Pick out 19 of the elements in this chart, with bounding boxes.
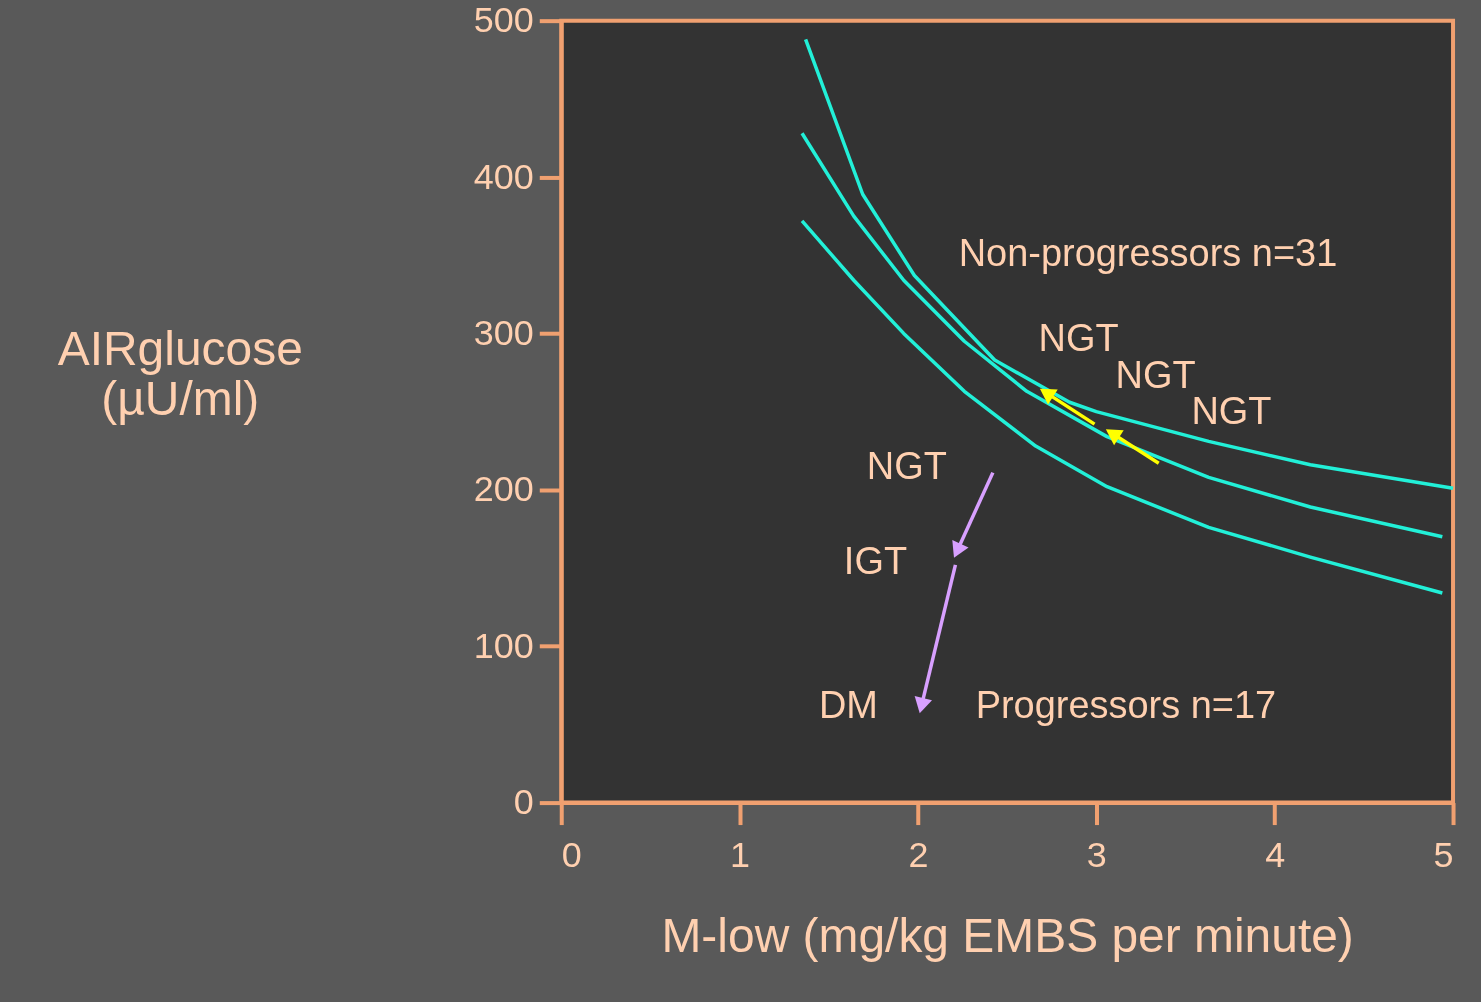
annotation: IGT [843, 539, 908, 582]
annotation: DM [818, 683, 878, 726]
y-tick-label: 500 [473, 0, 534, 41]
y-tick-label: 400 [473, 155, 534, 197]
y-tick-label: 100 [473, 624, 534, 666]
x-axis-title: M-low (mg/kg EMBS per minute) [661, 908, 1354, 962]
annotation: Non-progressors n=31 [958, 232, 1338, 275]
annotation: NGT [866, 445, 947, 488]
y-tick-label: 300 [473, 311, 534, 353]
x-tick-label: 1 [730, 834, 751, 876]
x-tick-label: 2 [908, 834, 929, 876]
y-tick-label: 0 [513, 781, 534, 823]
y-tick-label: 200 [473, 468, 534, 510]
x-tick-label: 3 [1086, 834, 1107, 876]
x-tick-label: 5 [1433, 834, 1454, 876]
x-tick-label: 4 [1265, 834, 1286, 876]
y-axis-title: AIRglucose (µU/ml) [57, 321, 303, 425]
x-tick-label: 0 [561, 834, 582, 876]
annotation: Progressors n=17 [975, 683, 1277, 726]
